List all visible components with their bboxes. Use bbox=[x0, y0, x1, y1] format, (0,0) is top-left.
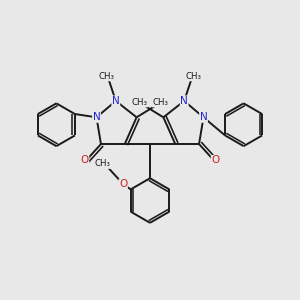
Text: O: O bbox=[119, 179, 128, 189]
Text: CH₃: CH₃ bbox=[132, 98, 148, 107]
Text: N: N bbox=[93, 112, 101, 122]
Text: CH₃: CH₃ bbox=[185, 72, 201, 81]
Text: N: N bbox=[112, 96, 120, 106]
Text: N: N bbox=[200, 112, 207, 122]
Text: CH₃: CH₃ bbox=[152, 98, 168, 107]
Text: O: O bbox=[211, 155, 220, 165]
Text: CH₃: CH₃ bbox=[94, 160, 110, 169]
Text: CH₃: CH₃ bbox=[99, 72, 115, 81]
Text: O: O bbox=[80, 155, 89, 165]
Text: N: N bbox=[180, 96, 188, 106]
